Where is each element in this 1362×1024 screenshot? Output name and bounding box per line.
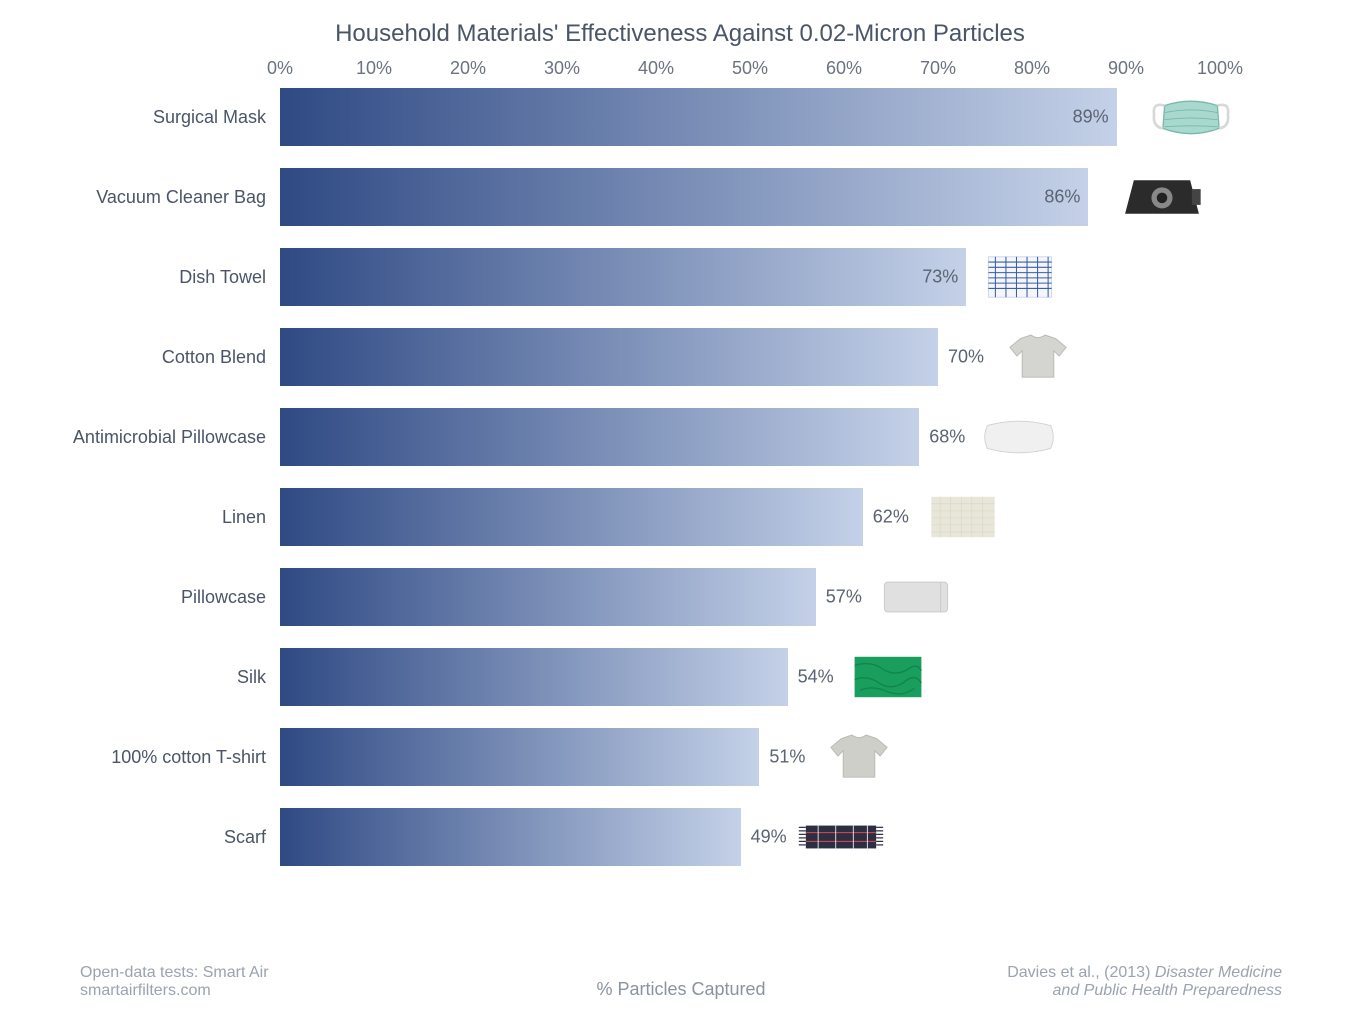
pillowcase-icon (872, 568, 960, 626)
bar-track: 62% (280, 488, 1220, 546)
bar-row: Dish Towel 73% (70, 248, 1220, 306)
bar-value-label: 70% (948, 347, 984, 368)
vacuum-bag-icon (1118, 168, 1206, 226)
bar-track: 70% (280, 328, 1220, 386)
bar (280, 488, 863, 546)
x-tick-label: 20% (450, 58, 486, 79)
bar-track: 89% (280, 88, 1220, 146)
bar-category-label: Surgical Mask (70, 107, 280, 128)
footer-source-line2: smartairfilters.com (80, 982, 269, 1000)
bar (280, 568, 816, 626)
bar-value-label: 86% (1044, 187, 1080, 208)
bar-category-label: Scarf (70, 827, 280, 848)
x-tick-label: 30% (544, 58, 580, 79)
x-tick-label: 60% (826, 58, 862, 79)
bar-category-label: Vacuum Cleaner Bag (70, 187, 280, 208)
bar-category-label: 100% cotton T-shirt (70, 747, 280, 768)
footer-citation-line1: Davies et al., (2013) Disaster Medicine (1007, 964, 1282, 982)
bar-category-label: Dish Towel (70, 267, 280, 288)
x-tick-label: 40% (638, 58, 674, 79)
bar-row: Antimicrobial Pillowcase 68% (70, 408, 1220, 466)
bar-value-label: 51% (769, 747, 805, 768)
bar-category-label: Cotton Blend (70, 347, 280, 368)
bar-row: 100% cotton T-shirt 51% (70, 728, 1220, 786)
bar-track: 86% (280, 168, 1220, 226)
bar-value-label: 68% (929, 427, 965, 448)
bar-track: 57% (280, 568, 1220, 626)
footer-citation: Davies et al., (2013) Disaster Medicine … (1007, 964, 1282, 1000)
x-tick-label: 10% (356, 58, 392, 79)
chart-footer: Open-data tests: Smart Air smartairfilte… (80, 964, 1282, 1000)
bar-row: Cotton Blend 70% (70, 328, 1220, 386)
bars-area: Surgical Mask 89% Vacuum Cleaner Bag 86% Dis… (70, 88, 1220, 866)
bar (280, 728, 759, 786)
bar-track: 51% (280, 728, 1220, 786)
bar-category-label: Silk (70, 667, 280, 688)
bar-row: Surgical Mask 89% (70, 88, 1220, 146)
bar-value-label: 89% (1073, 107, 1109, 128)
footer-source-line1: Open-data tests: Smart Air (80, 964, 269, 982)
bar-value-label: 49% (751, 827, 787, 848)
chart-container: Household Materials' Effectiveness Again… (70, 20, 1290, 980)
x-tick-label: 50% (732, 58, 768, 79)
bar (280, 328, 938, 386)
bar-row: Scarf 49% (70, 808, 1220, 866)
bar-value-label: 62% (873, 507, 909, 528)
chart-title: Household Materials' Effectiveness Again… (70, 20, 1290, 48)
fabric-swatch-icon (919, 488, 1007, 546)
bar-row: Vacuum Cleaner Bag 86% (70, 168, 1220, 226)
footer-left: Open-data tests: Smart Air smartairfilte… (80, 964, 269, 1000)
bar-row: Linen 62% (70, 488, 1220, 546)
tshirt-icon (994, 328, 1082, 386)
bar (280, 248, 966, 306)
bar-track: 73% (280, 248, 1220, 306)
dish-towel-icon (976, 248, 1064, 306)
bar-category-label: Linen (70, 507, 280, 528)
bar (280, 648, 788, 706)
bar (280, 808, 741, 866)
bar-track: 68% (280, 408, 1220, 466)
bar-category-label: Pillowcase (70, 587, 280, 608)
bar-track: 54% (280, 648, 1220, 706)
bar-value-label: 57% (826, 587, 862, 608)
tshirt-icon (815, 728, 903, 786)
bar-value-label: 54% (798, 667, 834, 688)
x-axis: 0%10%20%30%40%50%60%70%80%90%100% (280, 58, 1220, 88)
fabric-crumpled-icon (844, 648, 932, 706)
x-axis-label: % Particles Captured (596, 979, 765, 1000)
bar (280, 408, 919, 466)
x-tick-label: 0% (267, 58, 293, 79)
bar-category-label: Antimicrobial Pillowcase (70, 427, 280, 448)
bar-track: 49% (280, 808, 1220, 866)
x-tick-label: 70% (920, 58, 956, 79)
bar-row: Silk 54% (70, 648, 1220, 706)
x-tick-label: 100% (1197, 58, 1243, 79)
bar (280, 168, 1088, 226)
bar-value-label: 73% (922, 267, 958, 288)
x-tick-label: 90% (1108, 58, 1144, 79)
scarf-icon (797, 808, 885, 866)
x-tick-label: 80% (1014, 58, 1050, 79)
bar-row: Pillowcase 57% (70, 568, 1220, 626)
footer-citation-line2: and Public Health Preparedness (1007, 982, 1282, 1000)
surgical-mask-icon (1147, 88, 1235, 146)
pillow-icon (975, 408, 1063, 466)
bar (280, 88, 1117, 146)
